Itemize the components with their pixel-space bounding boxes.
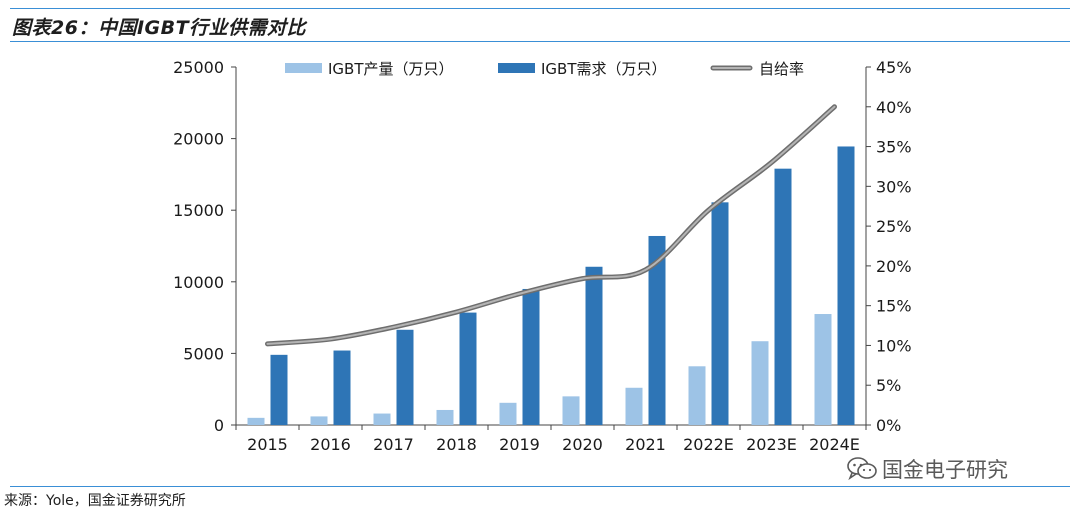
- y-right-tick-label: 45%: [876, 58, 912, 77]
- watermark: 国金电子研究: [846, 455, 1008, 483]
- x-tick-label: 2017: [373, 435, 414, 454]
- x-tick-label: 2019: [499, 435, 540, 454]
- demand-bar: [585, 266, 603, 425]
- production-bar: [310, 416, 328, 425]
- self-sufficiency-line-shadow: [265, 104, 837, 347]
- legend-label-1: IGBT需求（万只）: [541, 60, 667, 78]
- demand-bar: [522, 288, 540, 425]
- demand-bar: [774, 168, 792, 425]
- x-tick-label: 2020: [562, 435, 603, 454]
- production-bar: [373, 413, 391, 425]
- x-tick-label: 2023E: [746, 435, 797, 454]
- x-tick-label: 2021: [625, 435, 666, 454]
- y-right-tick-label: 20%: [876, 257, 912, 276]
- production-bar: [247, 417, 265, 425]
- y-right-tick-label: 10%: [876, 336, 912, 355]
- y-left-tick-label: 20000: [173, 130, 224, 149]
- demand-bar: [333, 350, 351, 425]
- watermark-text: 国金电子研究: [882, 458, 1008, 482]
- demand-bar: [459, 312, 477, 425]
- demand-bar: [837, 146, 855, 425]
- production-bar: [688, 366, 706, 425]
- y-right-tick-label: 15%: [876, 297, 912, 316]
- top-rule: [10, 8, 1070, 9]
- demand-bar: [711, 202, 729, 425]
- production-bar: [499, 402, 517, 425]
- y-right-tick-label: 30%: [876, 177, 912, 196]
- y-right-tick-label: 35%: [876, 138, 912, 157]
- source-note: 来源：Yole，国金证券研究所: [4, 493, 186, 509]
- y-right-tick-label: 5%: [876, 376, 901, 395]
- production-bar: [436, 409, 454, 425]
- x-tick-label: 2015: [247, 435, 288, 454]
- production-bar: [562, 396, 580, 425]
- legend-swatch-1: [498, 63, 535, 73]
- figure-title: 图表26：中国IGBT行业供需对比: [12, 17, 307, 39]
- y-left-tick-label: 0: [214, 416, 224, 435]
- legend-label-2: 自给率: [759, 60, 804, 78]
- legend-swatch-0: [285, 63, 322, 73]
- y-left-tick-label: 25000: [173, 58, 224, 77]
- wechat-icon: [846, 456, 878, 482]
- self-sufficiency-line: [266, 105, 836, 345]
- demand-bar: [396, 329, 414, 425]
- production-bar: [751, 341, 769, 425]
- legend-label-0: IGBT产量（万只）: [328, 60, 454, 78]
- y-left-tick-label: 15000: [173, 201, 224, 220]
- x-tick-label: 2016: [310, 435, 351, 454]
- y-left-tick-label: 5000: [183, 344, 224, 363]
- demand-bar: [648, 235, 666, 425]
- x-tick-label: 2022E: [683, 435, 734, 454]
- title-rule: [10, 41, 1070, 42]
- production-bar: [814, 314, 832, 425]
- demand-bar: [270, 354, 288, 425]
- y-left-tick-label: 10000: [173, 273, 224, 292]
- y-right-tick-label: 40%: [876, 98, 912, 117]
- bottom-rule: [10, 486, 1070, 487]
- y-right-tick-label: 25%: [876, 217, 912, 236]
- x-tick-label: 2018: [436, 435, 477, 454]
- production-bar: [625, 387, 643, 425]
- y-right-tick-label: 0%: [876, 416, 901, 435]
- x-tick-label: 2024E: [809, 435, 860, 454]
